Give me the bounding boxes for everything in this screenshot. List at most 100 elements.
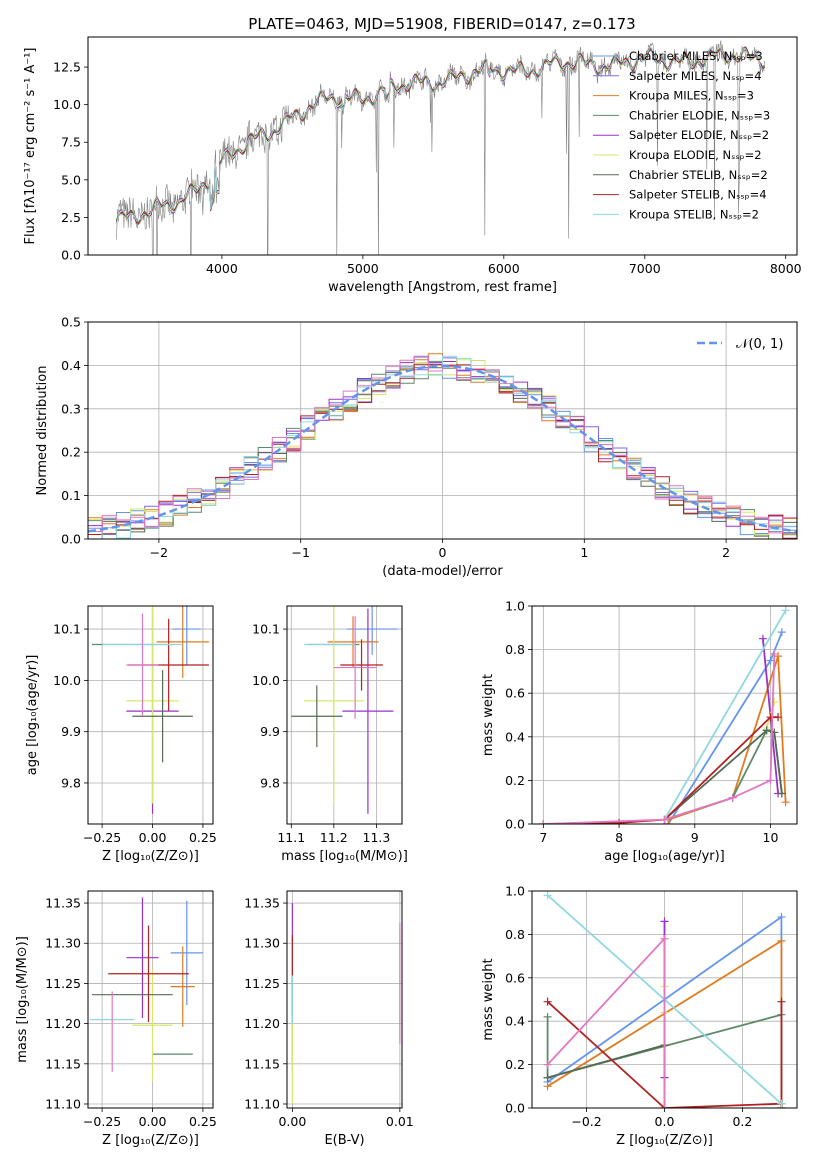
- legend-entry: Chabrier ELODIE, Nₛₛₚ=3: [629, 108, 770, 122]
- mass-weight-line: [664, 729, 783, 821]
- mass-weight-marker: [766, 656, 775, 665]
- mass-weight-line: [663, 729, 783, 821]
- mass-weight-marker: [777, 936, 786, 945]
- panel-spectrum: 4000 5000 6000 7000 8000 0.0 2.5 5.0 7.5 10.0 12.5…: [23, 36, 802, 295]
- legend-entry: Salpeter ELODIE, Nₛₛₚ=2: [629, 128, 769, 142]
- mass-weight-marker: [770, 697, 779, 706]
- y-tick-label: 10.1: [53, 622, 81, 637]
- residual-histogram: [88, 355, 797, 534]
- plot-area: [92, 606, 209, 814]
- residual-histogram: [88, 356, 797, 536]
- x-tick-label: 7000: [629, 261, 661, 276]
- mass-weight-line: [543, 716, 779, 824]
- x-axis-label: Z [log₁₀(Z/Z⊙)]: [102, 1133, 199, 1148]
- y-tick-label: 11.35: [244, 896, 280, 911]
- y-axis-label: age [log₁₀(age/yr)]: [25, 655, 40, 776]
- x-tick-label: 0.01: [386, 1114, 414, 1129]
- y-tick-label: 0.4: [505, 1014, 525, 1029]
- legend-entry: Kroupa MILES, Nₛₛₚ=3: [629, 89, 754, 103]
- y-tick-label: 0.4: [505, 729, 525, 744]
- legend-entry: Salpeter STELIB, Nₛₛₚ=4: [629, 188, 767, 202]
- axes-frame: [87, 890, 214, 1109]
- figure-title: PLATE=0463, MJD=51908, FIBERID=0147, z=0…: [248, 15, 635, 33]
- mass-weight-marker: [777, 997, 786, 1006]
- legend-entry: Kroupa ELODIE, Nₛₛₚ=2: [629, 148, 762, 162]
- y-tick-label: 2.5: [61, 210, 81, 225]
- x-tick-label: 7: [539, 830, 547, 845]
- y-tick-label: 0.2: [505, 773, 525, 788]
- y-tick-label: 0.0: [505, 817, 525, 832]
- y-tick-label: 11.10: [244, 1096, 280, 1111]
- y-tick-label: 7.5: [61, 135, 81, 150]
- x-tick-label: 5000: [347, 261, 379, 276]
- mass-weight-line: [663, 609, 787, 821]
- mass-weight-marker: [660, 815, 669, 824]
- y-tick-label: 10.0: [53, 97, 81, 112]
- x-tick-label: −0.25: [83, 1114, 121, 1129]
- panel-massweight-vs-z: −0.2 0.0 0.2 0.0 0.2 0.4 0.6 0.8 1.0 Z [log₁₀(Z/Z…: [481, 884, 798, 1148]
- y-tick-label: 5.0: [61, 172, 81, 187]
- plot-area: [291, 606, 398, 814]
- x-axis-label: wavelength [Angstrom, rest frame]: [328, 280, 557, 295]
- x-tick-label: −2: [150, 545, 168, 560]
- y-axis-label: Flux [fλ10⁻¹⁷ erg cm⁻² s⁻¹ A⁻¹]: [23, 48, 38, 245]
- axes-frame: [286, 890, 403, 1109]
- mass-weight-marker: [615, 818, 624, 824]
- mass-weight-line: [546, 1001, 783, 1108]
- y-tick-label: 11.35: [45, 896, 81, 911]
- x-axis-label: mass [log₁₀(M/M⊙)]: [281, 849, 408, 864]
- x-tick-label: −1: [291, 545, 309, 560]
- legend-entry: Chabrier MILES, Nₛₛₚ=3: [629, 49, 763, 63]
- axes-frame: [87, 605, 214, 825]
- y-tick-label: 12.5: [53, 60, 81, 75]
- mass-weight-marker: [543, 891, 552, 900]
- panel-massweight-vs-age: 7 8 9 10 0.0 0.2 0.4 0.6 0.8 1.0 age [log₁₀(age/yr…: [481, 599, 798, 864]
- panel-age-vs-z: −0.25 0.00 0.25 9.8 9.9 10.0 10.1 Z [log₁₀(Z/Z⊙…: [25, 605, 217, 864]
- x-tick-label: 4000: [206, 261, 238, 276]
- plot-area: [115, 40, 765, 255]
- y-tick-label: 11.15: [244, 1056, 280, 1071]
- y-tick-label: 11.20: [45, 1016, 81, 1031]
- mass-weight-marker: [660, 917, 669, 926]
- mass-weight-marker: [543, 997, 552, 1006]
- y-tick-label: 0.4: [61, 358, 81, 373]
- y-tick-label: 11.30: [244, 936, 280, 951]
- y-tick-label: 9.9: [260, 724, 280, 739]
- y-tick-label: 0.2: [505, 1057, 525, 1072]
- x-axis-label: Z [log₁₀(Z/Z⊙)]: [102, 849, 199, 864]
- y-tick-label: 0.1: [61, 488, 81, 503]
- mass-weight-marker: [781, 798, 790, 807]
- mass-weight-marker: [777, 1099, 786, 1108]
- y-tick-label: 9.8: [260, 775, 280, 790]
- y-tick-label: 0.8: [505, 927, 525, 942]
- y-tick-label: 10.0: [53, 673, 81, 688]
- y-tick-label: 11.20: [244, 1016, 280, 1031]
- y-tick-label: 0.5: [61, 315, 81, 330]
- x-tick-label: 9: [691, 830, 699, 845]
- x-tick-label: 0.00: [139, 1114, 167, 1129]
- mass-weight-marker: [770, 649, 779, 658]
- x-tick-label: 11.2: [320, 830, 348, 845]
- mass-weight-marker: [543, 1082, 552, 1091]
- mass-weight-marker: [777, 789, 786, 798]
- y-tick-label: 9.8: [61, 775, 81, 790]
- mass-weight-marker: [781, 606, 790, 615]
- x-tick-label: 0.25: [189, 1114, 217, 1129]
- plot-area: [291, 903, 401, 1104]
- axes-frame: [87, 36, 798, 256]
- y-axis-label: mass weight: [481, 958, 496, 1040]
- mass-weight-marker: [758, 634, 767, 643]
- mass-weight-marker: [777, 628, 786, 637]
- y-tick-label: 11.25: [45, 976, 81, 991]
- y-axis-label: Normed distribution: [35, 366, 50, 496]
- y-tick-label: 0.6: [505, 970, 525, 985]
- y-tick-label: 9.9: [61, 724, 81, 739]
- x-tick-label: 0.2: [732, 1114, 752, 1129]
- x-tick-label: 6000: [488, 261, 520, 276]
- y-tick-label: 10.0: [252, 673, 280, 688]
- axes-frame: [286, 605, 403, 825]
- mass-weight-line: [546, 936, 666, 1108]
- x-axis-label: age [log₁₀(age/yr)]: [604, 849, 725, 864]
- x-tick-label: 1: [580, 545, 588, 560]
